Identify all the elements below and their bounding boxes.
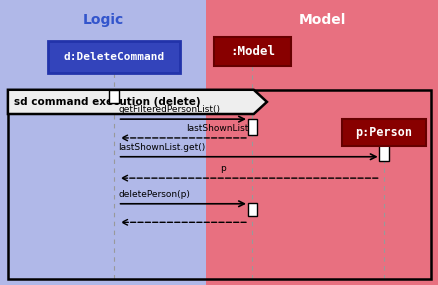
Text: sd command execution (delete): sd command execution (delete) <box>14 97 201 107</box>
FancyBboxPatch shape <box>342 119 425 146</box>
Bar <box>247 203 257 216</box>
Bar <box>109 90 119 103</box>
Text: deletePerson(p): deletePerson(p) <box>118 190 190 199</box>
Text: lastShownList.get(): lastShownList.get() <box>118 142 205 152</box>
Text: Model: Model <box>298 13 346 27</box>
Bar <box>206 0 438 285</box>
Text: p: p <box>220 164 226 173</box>
Polygon shape <box>8 90 266 114</box>
FancyBboxPatch shape <box>48 40 180 73</box>
Text: getFilteredPersonList(): getFilteredPersonList() <box>118 105 220 114</box>
Bar <box>0 0 206 285</box>
FancyBboxPatch shape <box>213 37 290 66</box>
Bar <box>378 144 388 161</box>
Text: :Model: :Model <box>230 45 274 58</box>
Text: Logic: Logic <box>82 13 124 27</box>
Text: lastShownList: lastShownList <box>185 124 247 133</box>
Text: p:Person: p:Person <box>355 126 412 139</box>
Bar <box>8 90 430 279</box>
Bar <box>247 119 257 135</box>
Text: d:DeleteCommand: d:DeleteCommand <box>64 52 164 62</box>
